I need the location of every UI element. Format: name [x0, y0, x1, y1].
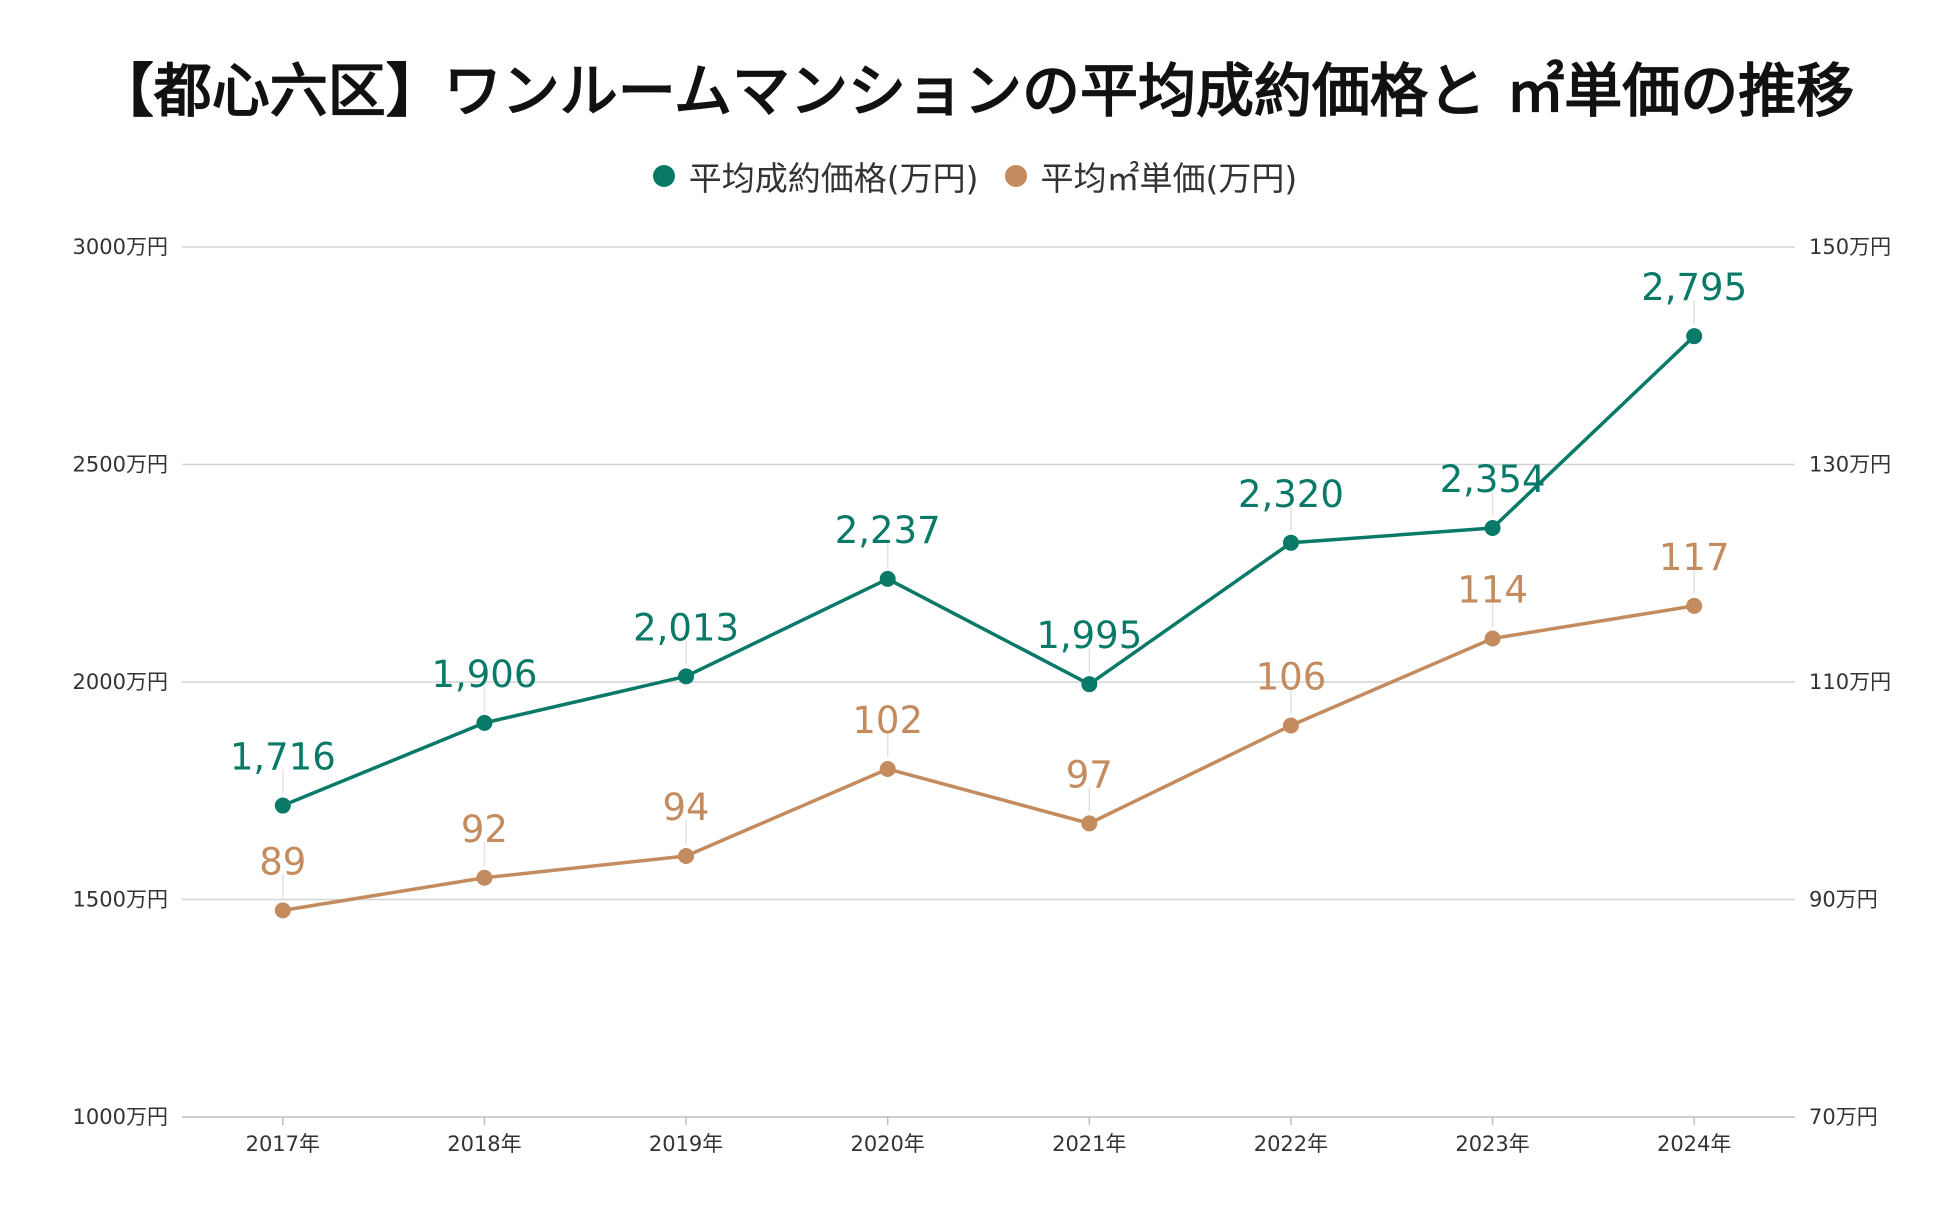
- x-axis-tick-label: 2022年: [1254, 1132, 1328, 1156]
- left-axis-tick-label: 1000万円: [73, 1105, 168, 1129]
- legend-marker-price: [652, 165, 675, 187]
- data-point-unit-price: [1282, 717, 1299, 734]
- x-axis-tick-label: 2017年: [246, 1132, 320, 1156]
- data-point-unit-price: [1484, 630, 1501, 647]
- data-point-unit-price: [476, 869, 493, 886]
- data-label-unit-price: 117: [1659, 536, 1730, 579]
- right-axis-tick-label: 70万円: [1809, 1105, 1878, 1129]
- left-axis-tick-label: 3000万円: [73, 235, 168, 259]
- data-point-price: [879, 570, 896, 587]
- chart-legend: 平均成約価格(万円) 平均㎡単価(万円): [0, 152, 1950, 200]
- data-label-price: 2,013: [633, 606, 739, 649]
- data-label-price: 1,716: [230, 736, 336, 779]
- x-axis-tick-label: 2018年: [447, 1132, 521, 1156]
- data-point-price: [274, 797, 291, 814]
- right-axis-tick-label: 130万円: [1809, 453, 1891, 477]
- data-label-price: 2,320: [1238, 473, 1344, 516]
- data-label-price: 2,354: [1440, 458, 1546, 501]
- x-axis-tick-label: 2024年: [1657, 1132, 1731, 1156]
- data-label-unit-price: 92: [461, 808, 508, 851]
- data-point-price: [1484, 520, 1501, 537]
- data-label-unit-price: 89: [259, 840, 306, 883]
- data-label-unit-price: 102: [852, 699, 923, 742]
- data-point-price: [678, 668, 695, 685]
- chart-title: 【都心六区】ワンルームマンションの平均成約価格と ㎡単価の推移: [95, 57, 1855, 125]
- data-label-price: 1,906: [431, 653, 537, 696]
- data-label-price: 1,995: [1036, 614, 1142, 657]
- right-axis-tick-label: 150万円: [1809, 235, 1891, 259]
- legend-label-price: 平均成約価格(万円): [688, 159, 979, 198]
- data-label-unit-price: 106: [1256, 656, 1327, 699]
- left-axis-tick-label: 2000万円: [73, 670, 168, 694]
- x-axis-tick-label: 2021年: [1052, 1132, 1126, 1156]
- right-axis-tick-label: 90万円: [1809, 888, 1878, 912]
- data-point-unit-price: [1081, 815, 1098, 832]
- x-axis-tick-label: 2020年: [850, 1132, 924, 1156]
- data-point-unit-price: [678, 848, 695, 864]
- series-line-unit-price: [281, 604, 1696, 913]
- x-axis-tick-label: 2023年: [1455, 1132, 1529, 1156]
- data-point-price: [476, 714, 493, 731]
- left-axis-tick-label: 1500万円: [73, 888, 168, 912]
- data-label-unit-price: 114: [1457, 569, 1528, 612]
- data-label-price: 2,795: [1641, 266, 1747, 309]
- data-point-unit-price: [274, 902, 291, 919]
- series-line-price: [281, 334, 1696, 808]
- data-label-unit-price: 94: [663, 786, 710, 829]
- data-point-unit-price: [879, 761, 896, 777]
- data-label-price: 2,237: [835, 509, 941, 552]
- data-point-price: [1081, 676, 1098, 693]
- legend-item-price[interactable]: 平均成約価格(万円): [652, 152, 979, 200]
- x-axis-tick-label: 2019年: [649, 1132, 723, 1156]
- data-label-unit-price: 97: [1066, 753, 1113, 796]
- legend-item-unit-price[interactable]: 平均㎡単価(万円): [1004, 152, 1298, 200]
- data-point-unit-price: [1686, 597, 1703, 614]
- data-point-price: [1686, 328, 1703, 345]
- right-axis-tick-label: 110万円: [1809, 670, 1891, 694]
- data-point-price: [1282, 534, 1299, 551]
- legend-label-unit-price: 平均㎡単価(万円): [1040, 159, 1298, 198]
- left-axis-tick-label: 2500万円: [73, 453, 168, 477]
- legend-marker-unit-price: [1004, 165, 1027, 187]
